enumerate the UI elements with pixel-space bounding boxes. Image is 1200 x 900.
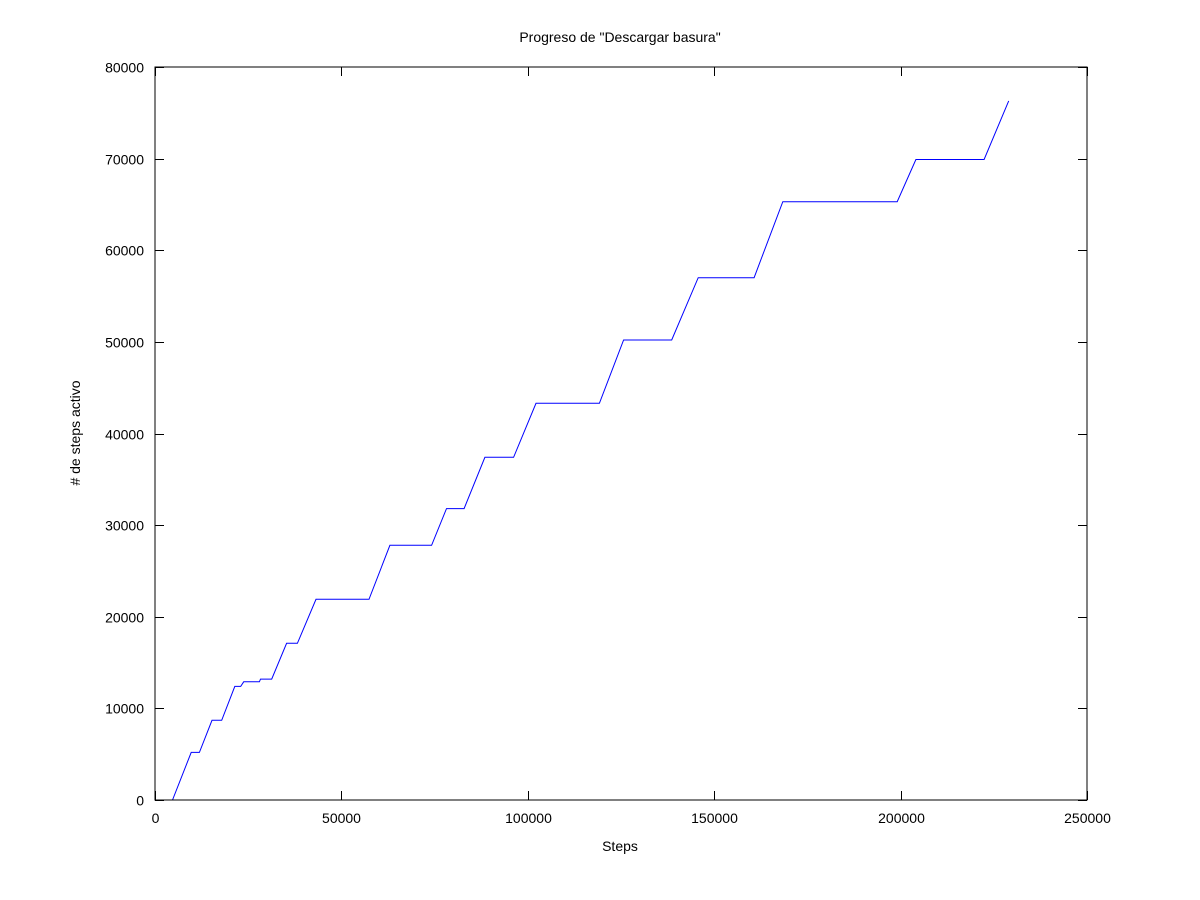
series-layer [155, 100, 1010, 801]
plot-frame [154, 66, 1088, 801]
ticks-layer: 0 50000 100000 150000 200000 250000 0 10000 2000… [105, 60, 1111, 827]
x-tick-label: 200000 [878, 810, 925, 826]
y-tick-label: 70000 [105, 152, 144, 168]
chart-title: Progreso de "Descargar basura" [519, 29, 720, 45]
series-line-0 [155, 100, 1010, 801]
y-tick-label: 20000 [105, 610, 144, 626]
x-tick-label: 0 [152, 810, 160, 826]
y-tick-label: 60000 [105, 243, 144, 259]
x-axis-title: Steps [602, 838, 638, 854]
y-tick-label: 50000 [105, 335, 144, 351]
x-tick-label: 250000 [1064, 810, 1111, 826]
y-tick-label: 80000 [105, 60, 144, 76]
x-tick-label: 150000 [691, 810, 738, 826]
y-tick-label: 40000 [105, 427, 144, 443]
x-tick-label: 100000 [505, 810, 552, 826]
y-tick-label: 30000 [105, 518, 144, 534]
x-tick-label: 50000 [322, 810, 361, 826]
y-tick-label: 0 [136, 793, 144, 809]
y-axis-title: # de steps activo [67, 380, 83, 485]
y-tick-label: 10000 [105, 701, 144, 717]
